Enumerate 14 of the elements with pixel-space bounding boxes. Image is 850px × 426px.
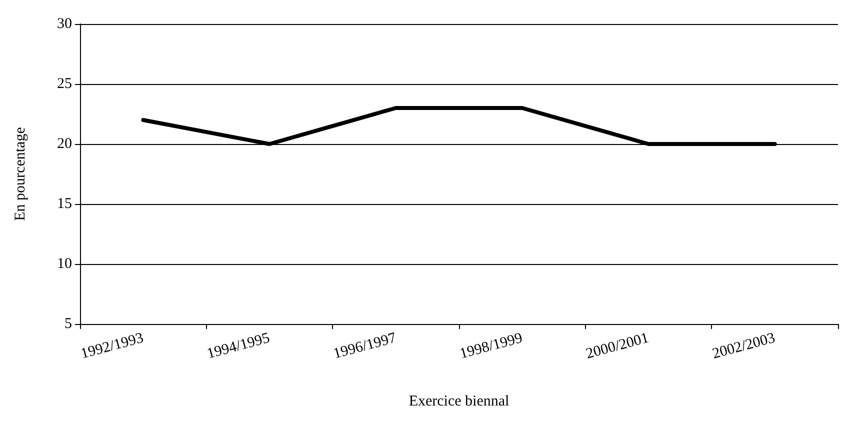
x-tick-label: 2002/2003 [710, 330, 777, 362]
y-tick-label: 5 [64, 316, 72, 332]
y-tick-label: 20 [57, 136, 72, 152]
x-tick-label: 1992/1993 [79, 330, 146, 362]
x-axis-title: Exercice biennal [408, 394, 510, 410]
y-tick-label: 15 [57, 196, 72, 212]
x-tick-label: 1996/1997 [332, 330, 398, 362]
x-tick-label: 1998/1999 [458, 330, 524, 362]
x-tick-label: 2000/2001 [584, 330, 651, 362]
y-tick-label: 30 [57, 16, 72, 32]
x-tick-label: 1994/1995 [205, 330, 272, 362]
y-axis-title: En pourcentage [12, 126, 28, 221]
y-tick-label: 25 [57, 76, 72, 92]
y-tick-label: 10 [57, 256, 72, 272]
